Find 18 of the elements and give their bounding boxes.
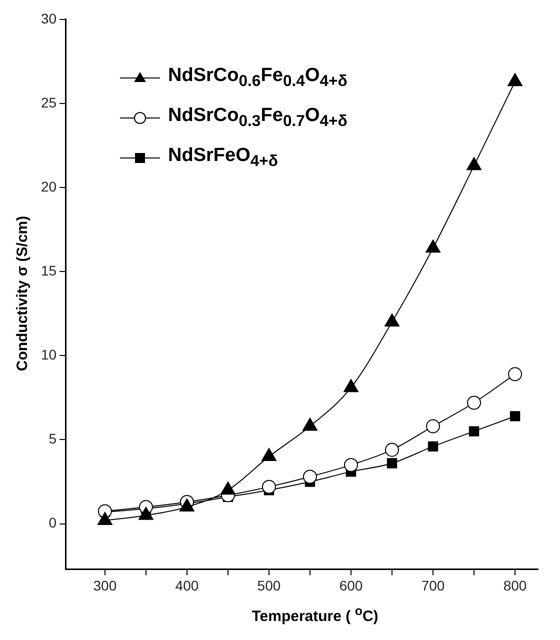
y-axis-title: Conductivity σ (S/cm) <box>14 215 32 371</box>
y-tick-label: 0 <box>48 514 57 531</box>
y-tick-label: 25 <box>40 94 57 110</box>
y-tick-label: 5 <box>48 430 57 447</box>
y-tick-label: 15 <box>40 262 57 278</box>
x-tick-label: 500 <box>257 577 281 594</box>
x-tick-label: 600 <box>339 577 363 594</box>
x-axis-title: Temperature ( $^{o}$C) <box>250 604 380 625</box>
x-tick-label: 800 <box>503 577 527 594</box>
legend-label: NdSrCo$_{0.6}$Fe$_{0.4}$O$_{4+δ}$ <box>168 65 348 91</box>
x-tick-label: 300 <box>93 577 117 594</box>
legend-label: NdSrFeO$_{4+δ}$ <box>168 145 278 171</box>
y-tick-label: 20 <box>40 178 57 194</box>
x-tick-label: 700 <box>421 577 445 594</box>
legend-label: NdSrCo$_{0.3}$Fe$_{0.7}$O$_{4+δ}$ <box>168 105 348 131</box>
y-tick-label: 10 <box>40 346 57 363</box>
x-tick-label: 400 <box>175 577 199 594</box>
y-tick-label: 30 <box>40 10 57 26</box>
